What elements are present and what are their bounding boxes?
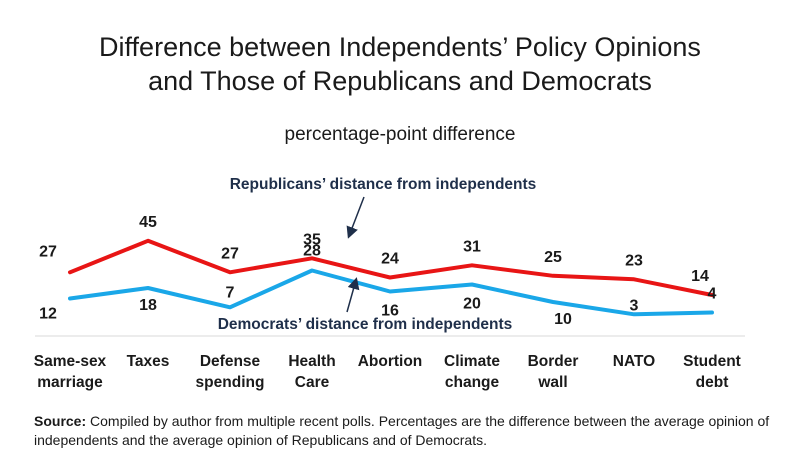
x-tick-label-3-line-0: Health <box>288 353 335 370</box>
data-label-republicans-4: 24 <box>381 251 399 268</box>
line-chart: 27 45 27 35 24 31 25 23 14 12 18 7 28 16 20 10 3 4 Republi… <box>34 176 745 391</box>
data-label-democrats-4: 16 <box>381 303 399 320</box>
x-tick-label-5-line-1: change <box>445 374 500 391</box>
data-label-democrats-7: 3 <box>630 297 639 314</box>
data-label-democrats-8: 4 <box>708 286 717 303</box>
x-tick-label-3-line-1: Care <box>295 374 330 391</box>
data-label-republicans-5: 31 <box>463 238 481 255</box>
x-tick-label-6-line-1: wall <box>537 374 567 391</box>
x-tick-label-2-line-1: spending <box>196 374 265 391</box>
x-tick-label-0-line-1: marriage <box>37 374 103 391</box>
annotation-arrow-democrats <box>346 277 360 313</box>
chart-title: Difference between Independents’ Policy … <box>0 30 800 98</box>
annotation-democrats: Democrats’ distance from independents <box>218 316 513 333</box>
source-label: Source: <box>34 413 87 429</box>
data-label-republicans-2: 27 <box>221 245 239 262</box>
x-tick-label-6-line-0: Border <box>528 353 579 370</box>
x-tick-label-4: Abortion <box>358 353 423 370</box>
series-line-democrats <box>68 268 714 317</box>
data-label-republicans-1: 45 <box>139 214 157 231</box>
source-text: Compiled by author from multiple recent … <box>34 413 770 448</box>
data-label-republicans-8: 14 <box>691 268 709 285</box>
data-label-democrats-6: 10 <box>554 311 572 328</box>
chart-title-line-2: and Those of Republicans and Democrats <box>148 66 652 96</box>
x-tick-label-8-line-0: Student <box>683 353 741 370</box>
chart-title-line-1: Difference between Independents’ Policy … <box>99 32 701 62</box>
chart-subtitle: percentage-point difference <box>284 124 516 145</box>
annotation-arrow-republicans <box>346 196 365 239</box>
data-label-republicans-3: 35 <box>303 231 321 248</box>
data-label-republicans-6: 25 <box>544 249 562 266</box>
data-label-republicans-7: 23 <box>625 252 643 269</box>
data-label-republicans-0: 27 <box>39 243 57 260</box>
x-tick-label-7: NATO <box>613 353 655 370</box>
x-tick-label-2-line-0: Defense <box>200 353 261 370</box>
data-label-democrats-0: 12 <box>39 306 57 323</box>
data-label-democrats-3: 28 <box>303 243 321 260</box>
source-note: Source: Compiled by author from multiple… <box>34 412 774 450</box>
x-tick-label-0-line-0: Same-sex <box>34 353 107 370</box>
data-label-democrats-2: 7 <box>226 284 235 301</box>
x-tick-label-8-line-1: debt <box>696 374 729 391</box>
data-label-democrats-1: 18 <box>139 297 157 314</box>
series-line-republicans <box>68 238 714 297</box>
x-tick-label-1: Taxes <box>127 353 170 370</box>
annotation-republicans: Republicans’ distance from independents <box>230 176 537 193</box>
x-tick-label-5-line-0: Climate <box>444 353 500 370</box>
data-label-democrats-5: 20 <box>463 296 481 313</box>
